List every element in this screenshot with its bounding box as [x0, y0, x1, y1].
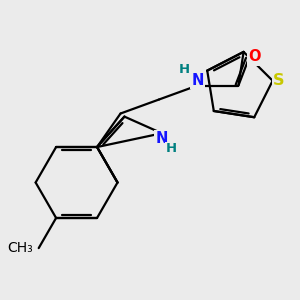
Text: H: H — [179, 63, 190, 76]
Text: N: N — [156, 131, 168, 146]
Text: N: N — [191, 73, 204, 88]
Text: S: S — [273, 73, 284, 88]
Text: H: H — [165, 142, 176, 155]
Text: O: O — [249, 49, 261, 64]
Text: CH₃: CH₃ — [7, 241, 33, 255]
